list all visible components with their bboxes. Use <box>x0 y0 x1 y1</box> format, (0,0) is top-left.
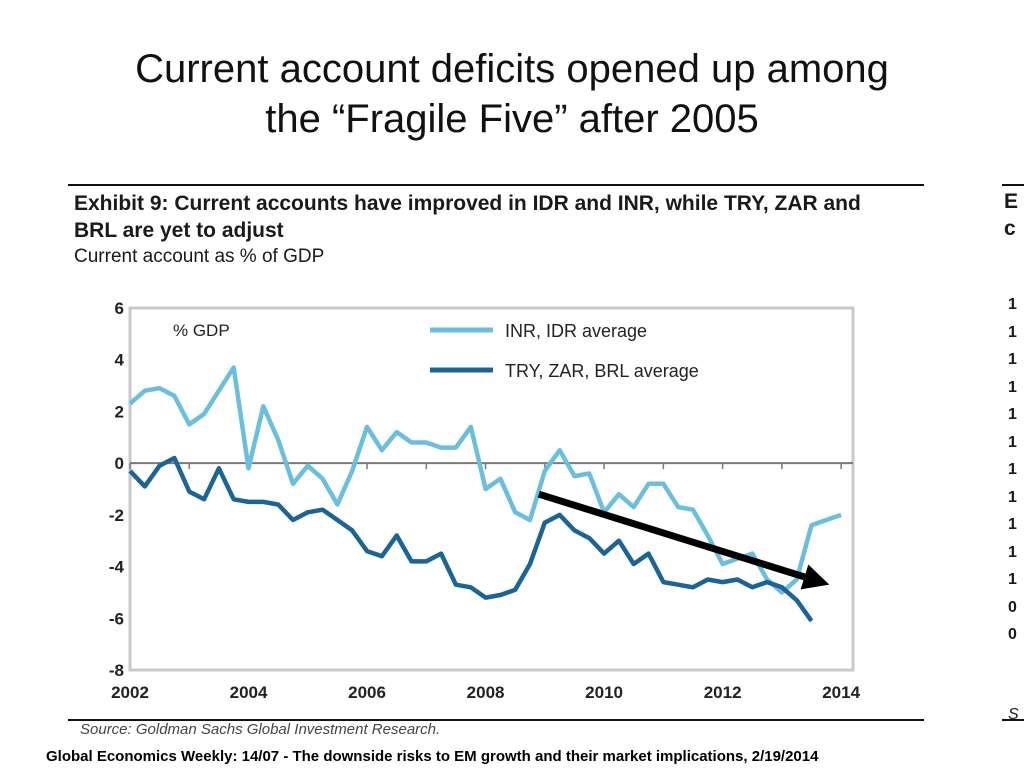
legend-label-inr-idr: INR, IDR average <box>505 321 647 341</box>
y-tick-label: -8 <box>109 661 124 680</box>
slide-title-line-2: the “Fragile Five” after 2005 <box>265 97 759 141</box>
unit-label: % GDP <box>173 321 230 340</box>
x-tick-label: 2002 <box>111 683 149 702</box>
exhibit-2-tick-fragment: 1 <box>1008 378 1017 396</box>
x-axis: 2002 2004 2006 2008 2010 2012 2014 <box>111 683 861 702</box>
slide-footer: Global Economics Weekly: 14/07 - The dow… <box>46 748 819 765</box>
series-line-inr-idr <box>128 365 842 595</box>
exhibit-2-heading-fragment-1: E <box>1004 190 1019 213</box>
plot-area <box>128 306 855 672</box>
exhibit-2-top-rule <box>1002 184 1024 186</box>
x-tick-label: 2006 <box>348 683 386 702</box>
exhibit-2-tick-fragment: 1 <box>1008 323 1017 341</box>
x-tick-label: 2014 <box>822 683 860 702</box>
exhibit-2-tick-fragment: 1 <box>1008 433 1017 451</box>
slide-title: Current account deficits opened up among… <box>40 44 984 144</box>
series-lines <box>128 365 842 623</box>
exhibit-2-bottom-rule <box>1002 719 1024 721</box>
exhibit-2-tick-fragment: 1 <box>1008 296 1017 313</box>
exhibit-2-tick-fragment: 1 <box>1008 406 1017 423</box>
y-tick-label: 6 <box>115 299 124 318</box>
y-tick-label: -4 <box>109 558 125 577</box>
legend-label-try-zar-brl: TRY, ZAR, BRL average <box>505 361 699 381</box>
arrow-head <box>800 564 830 590</box>
legend: INR, IDR average TRY, ZAR, BRL average <box>430 321 699 381</box>
x-tick-label: 2012 <box>704 683 742 702</box>
exhibit-2-tick-fragment: 0 <box>1008 626 1017 643</box>
exhibit-2-tick-fragment: 1 <box>1008 571 1017 588</box>
x-tick-label: 2008 <box>467 683 505 702</box>
current-account-chart: 6 4 2 0 -2 -4 -6 -8 2002 2004 2006 2008 2010 2012 201… <box>109 299 861 702</box>
exhibit-2-tick-fragment: 1 <box>1008 351 1017 368</box>
exhibit-2-tick-fragment: 1 <box>1008 461 1017 478</box>
exhibit-2-tick-fragment: 1 <box>1008 488 1017 506</box>
y-axis: 6 4 2 0 -2 -4 -6 -8 <box>109 299 125 680</box>
exhibit-bottom-rule <box>68 719 924 721</box>
exhibit-top-rule <box>68 184 924 186</box>
exhibit-2-partial: E c 1 1 1 1 1 1 1 1 1 1 1 0 0 S <box>996 184 1024 724</box>
trend-arrow <box>537 490 830 590</box>
y-tick-label: -2 <box>109 506 124 525</box>
exhibit-2-source-fragment: S <box>1008 706 1019 723</box>
series-line-try-zar-brl <box>128 455 814 623</box>
exhibit-2-heading-fragment-2: c <box>1004 217 1016 240</box>
exhibit-2-tick-fragment: 1 <box>1008 543 1017 561</box>
y-tick-label: -6 <box>109 609 124 628</box>
exhibit-panel: Exhibit 9: Current accounts have improve… <box>68 184 924 735</box>
exhibit-heading: Exhibit 9: Current accounts have improve… <box>74 192 861 242</box>
exhibit-2-tick-fragment: 0 <box>1008 598 1017 616</box>
y-tick-label: 2 <box>115 402 124 421</box>
exhibit-2-tick-fragment: 1 <box>1008 516 1017 533</box>
slide-title-line-1: Current account deficits opened up among <box>135 47 889 91</box>
exhibit-subheading: Current account as % of GDP <box>74 246 325 267</box>
source-note: Source: Goldman Sachs Global Investment … <box>80 721 441 735</box>
y-tick-label: 0 <box>115 454 124 473</box>
x-tick-label: 2010 <box>585 683 623 702</box>
x-tick-label: 2004 <box>230 683 268 702</box>
y-tick-label: 4 <box>115 351 125 370</box>
arrow-shaft <box>537 490 806 581</box>
